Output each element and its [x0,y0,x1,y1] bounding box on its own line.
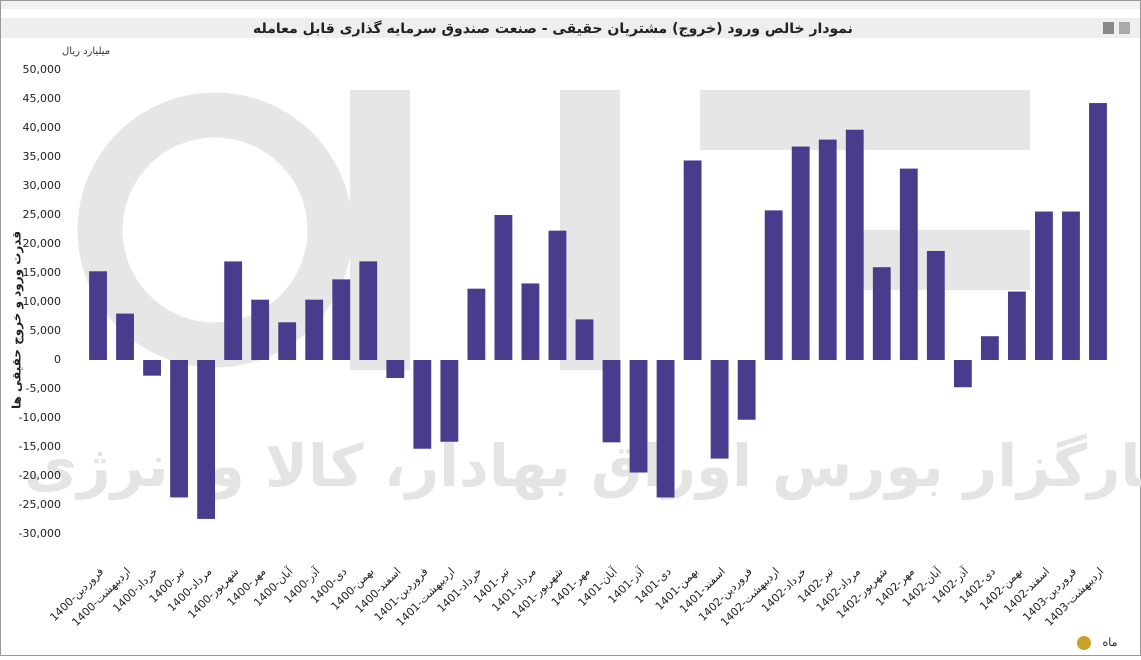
bar [899,168,918,360]
bar [386,360,405,378]
y-tick-label: 50,000 [23,63,62,76]
y-tick-label: 0 [54,353,61,366]
bar [1007,291,1026,360]
y-tick-label: 15,000 [23,266,62,279]
bar [1035,211,1053,360]
bar [1062,211,1080,360]
bar [845,129,864,360]
bar [359,261,378,360]
y-tick-label: 45,000 [23,92,62,105]
bar [872,267,891,360]
y-tick-label: 25,000 [23,208,62,221]
watermark-logo [77,90,1030,370]
y-tick-label: -10,000 [19,411,61,424]
y-tick-label: -20,000 [19,469,61,482]
y-tick-label: 35,000 [23,150,62,163]
bar [710,360,729,459]
bar [251,299,270,360]
y-tick-label: 10,000 [23,295,62,308]
y-tick-label: 40,000 [23,121,62,134]
bar [224,261,243,360]
print-icon[interactable] [1103,22,1114,34]
bar [143,360,161,376]
x-axis-label: ماه [1102,636,1117,649]
top-strip [1,1,1140,9]
bar [440,360,459,442]
y-unit: میلیارد ریال [62,46,110,57]
bar [89,271,107,360]
watermark-text: کارگزار بورس اوراق بهادار، کالا و انرژی [24,432,1141,501]
y-axis-label: قدرت ورود و خروج حقیقی ها [10,231,25,409]
bar [1089,103,1107,360]
bar [305,299,324,360]
y-tick-label: -5,000 [26,382,61,395]
bar [953,360,972,388]
bar [116,313,134,360]
bar [197,360,216,519]
bar [494,215,513,360]
y-tick-label: 20,000 [23,237,62,250]
bar [575,319,594,360]
bar [602,360,621,443]
bar [791,146,810,360]
y-tick-label: 30,000 [23,179,62,192]
bar [170,360,189,498]
logo-icon [1077,636,1091,650]
export-icon[interactable] [1119,22,1130,34]
y-tick-label: -25,000 [19,498,61,511]
title-bar [1,18,1140,38]
bar [764,210,783,360]
bar [737,360,756,420]
bar [818,139,837,360]
y-tick-label: -30,000 [19,527,61,540]
chart-title: نمودار خالص ورود (خروج) مشتریان حقیقی - … [253,20,853,37]
bar [548,230,567,360]
bar [980,336,999,360]
bar [332,279,351,360]
y-tick-label: -15,000 [19,440,61,453]
bar [683,160,702,360]
bar [629,360,648,473]
bar [413,360,432,449]
bar [926,250,945,360]
bar [521,283,540,360]
bar [656,360,675,498]
bar [467,288,486,360]
y-tick-label: 5,000 [30,324,62,337]
bar [278,322,297,360]
